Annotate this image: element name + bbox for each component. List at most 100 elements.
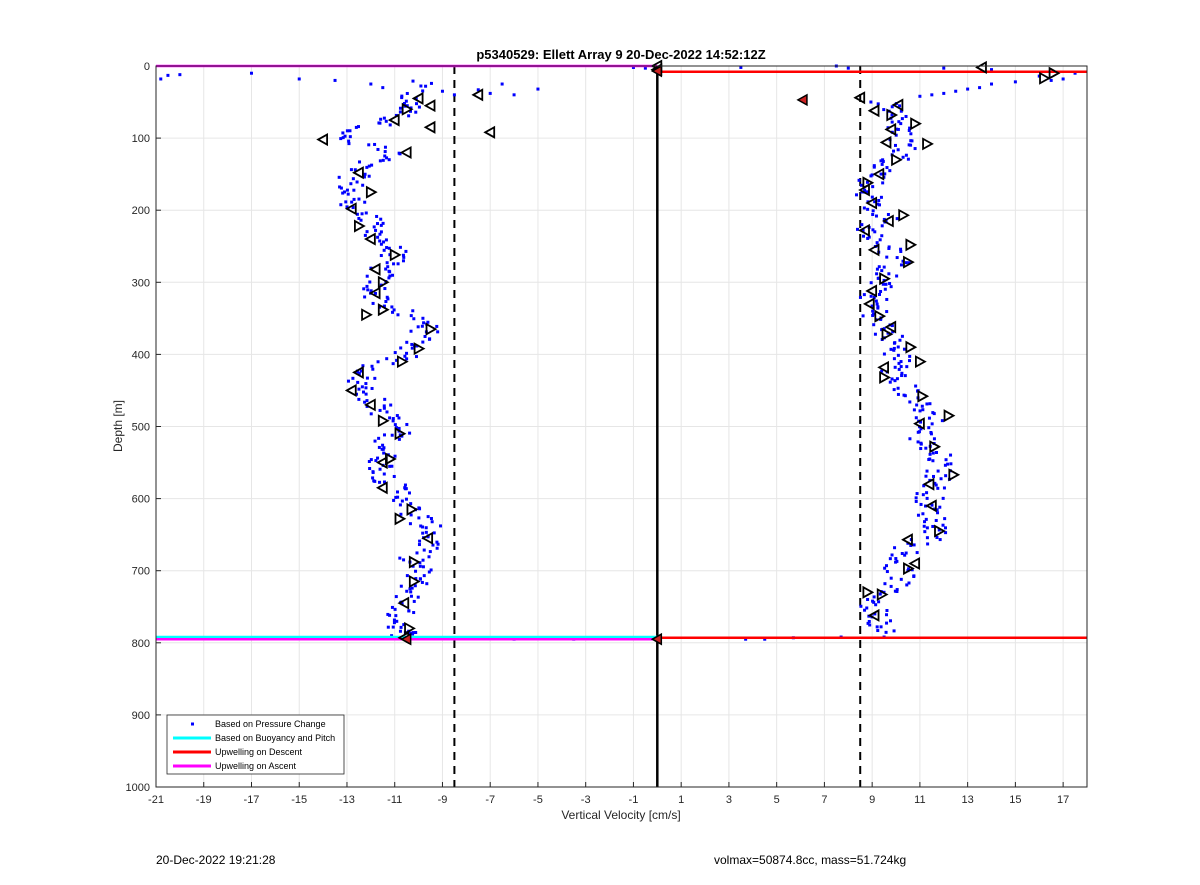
pressure-change-point (915, 492, 919, 496)
pressure-change-point (338, 185, 342, 189)
pressure-change-point (391, 273, 395, 277)
pressure-change-point (390, 305, 394, 309)
pressure-change-point (942, 66, 946, 70)
pressure-change-point (353, 168, 357, 172)
pressure-change-point (928, 452, 932, 456)
pressure-change-point (885, 310, 889, 314)
pressure-change-point (871, 209, 875, 213)
pressure-change-point (357, 372, 361, 376)
buoyancy-pitch-marker (411, 91, 424, 105)
pressure-change-point (412, 317, 416, 321)
pressure-change-point (934, 451, 938, 455)
pressure-change-point (376, 235, 380, 239)
pressure-change-point (916, 440, 920, 444)
pressure-change-point (921, 512, 925, 516)
pressure-change-point (1073, 71, 1077, 75)
pressure-change-point (391, 417, 395, 421)
pressure-change-point (390, 433, 394, 437)
pressure-change-point (397, 151, 401, 155)
pressure-change-point (936, 486, 940, 490)
pressure-change-point (391, 362, 395, 366)
x-tick-label: -13 (339, 794, 355, 806)
pressure-change-point (421, 316, 425, 320)
pressure-change-point (867, 235, 871, 239)
pressure-change-point (405, 104, 409, 108)
pressure-change-point (873, 200, 877, 204)
pressure-change-point (394, 495, 398, 499)
pressure-change-point (930, 422, 934, 426)
pressure-change-point (398, 503, 402, 507)
pressure-change-point (365, 376, 369, 380)
pressure-change-point (405, 91, 409, 95)
pressure-change-point (898, 338, 902, 342)
pressure-change-point (903, 374, 907, 378)
pressure-change-point (907, 128, 911, 132)
pressure-change-point (397, 437, 401, 441)
buoyancy-pitch-marker (396, 355, 409, 369)
pressure-change-point (936, 511, 940, 515)
pressure-change-point (889, 285, 893, 289)
pressure-change-point (921, 493, 925, 497)
pressure-change-point (867, 614, 871, 618)
pressure-change-point (885, 297, 889, 301)
pressure-change-point (875, 302, 879, 306)
pressure-change-point (371, 367, 375, 371)
pressure-change-point (370, 163, 374, 167)
pressure-change-point (924, 517, 928, 521)
buoyancy-pitch-marker (408, 555, 421, 569)
pressure-change-point (929, 432, 933, 436)
y-tick-label: 900 (132, 710, 150, 722)
pressure-change-point (891, 330, 895, 334)
pressure-change-point (377, 436, 381, 440)
pressure-change-point (367, 460, 371, 464)
pressure-change-point (925, 469, 929, 473)
pressure-change-point (371, 301, 375, 305)
pressure-change-point (872, 164, 876, 168)
pressure-change-point (393, 423, 397, 427)
pressure-change-point (895, 274, 899, 278)
pressure-change-point (744, 637, 748, 641)
pressure-change-point (930, 93, 934, 97)
pressure-change-point (388, 270, 392, 274)
pressure-change-point (379, 217, 383, 221)
pressure-change-point (909, 543, 913, 547)
pressure-change-point (367, 164, 371, 168)
pressure-change-point (862, 206, 866, 210)
pressure-change-point (369, 82, 373, 86)
pressure-change-point (415, 102, 419, 106)
pressure-change-point (417, 105, 421, 109)
pressure-change-point (375, 222, 379, 226)
pressure-change-point (936, 469, 940, 473)
buoyancy-pitch-marker (352, 166, 364, 180)
pressure-change-point (422, 321, 426, 325)
pressure-change-point (427, 570, 431, 574)
pressure-change-point (886, 212, 890, 216)
pressure-change-point (872, 323, 876, 327)
pressure-change-point (880, 369, 884, 373)
pressure-change-point (414, 577, 418, 581)
pressure-change-point (915, 403, 919, 407)
pressure-change-point (399, 584, 403, 588)
buoyancy-pitch-marker (853, 91, 866, 105)
pressure-change-point (904, 153, 908, 157)
x-tick-label: 7 (821, 794, 827, 806)
pressure-change-point (424, 530, 428, 534)
y-tick-label: 700 (132, 566, 150, 578)
pressure-change-point (919, 427, 923, 431)
pressure-change-point (383, 150, 387, 154)
pressure-change-point (893, 546, 897, 550)
pressure-change-point (935, 535, 939, 539)
pressure-change-point (249, 71, 253, 75)
pressure-change-point (901, 155, 905, 159)
pressure-change-point (885, 608, 889, 612)
pressure-change-point (386, 265, 390, 269)
pressure-change-point (881, 282, 885, 286)
buoyancy-pitch-marker (421, 531, 434, 545)
pressure-change-point (339, 186, 343, 190)
pressure-change-point (382, 406, 386, 410)
pressure-change-point (407, 609, 411, 613)
pressure-change-point (871, 313, 875, 317)
pressure-change-point (940, 419, 944, 423)
buoyancy-pitch-marker (471, 88, 484, 102)
pressure-change-point (1049, 78, 1053, 82)
